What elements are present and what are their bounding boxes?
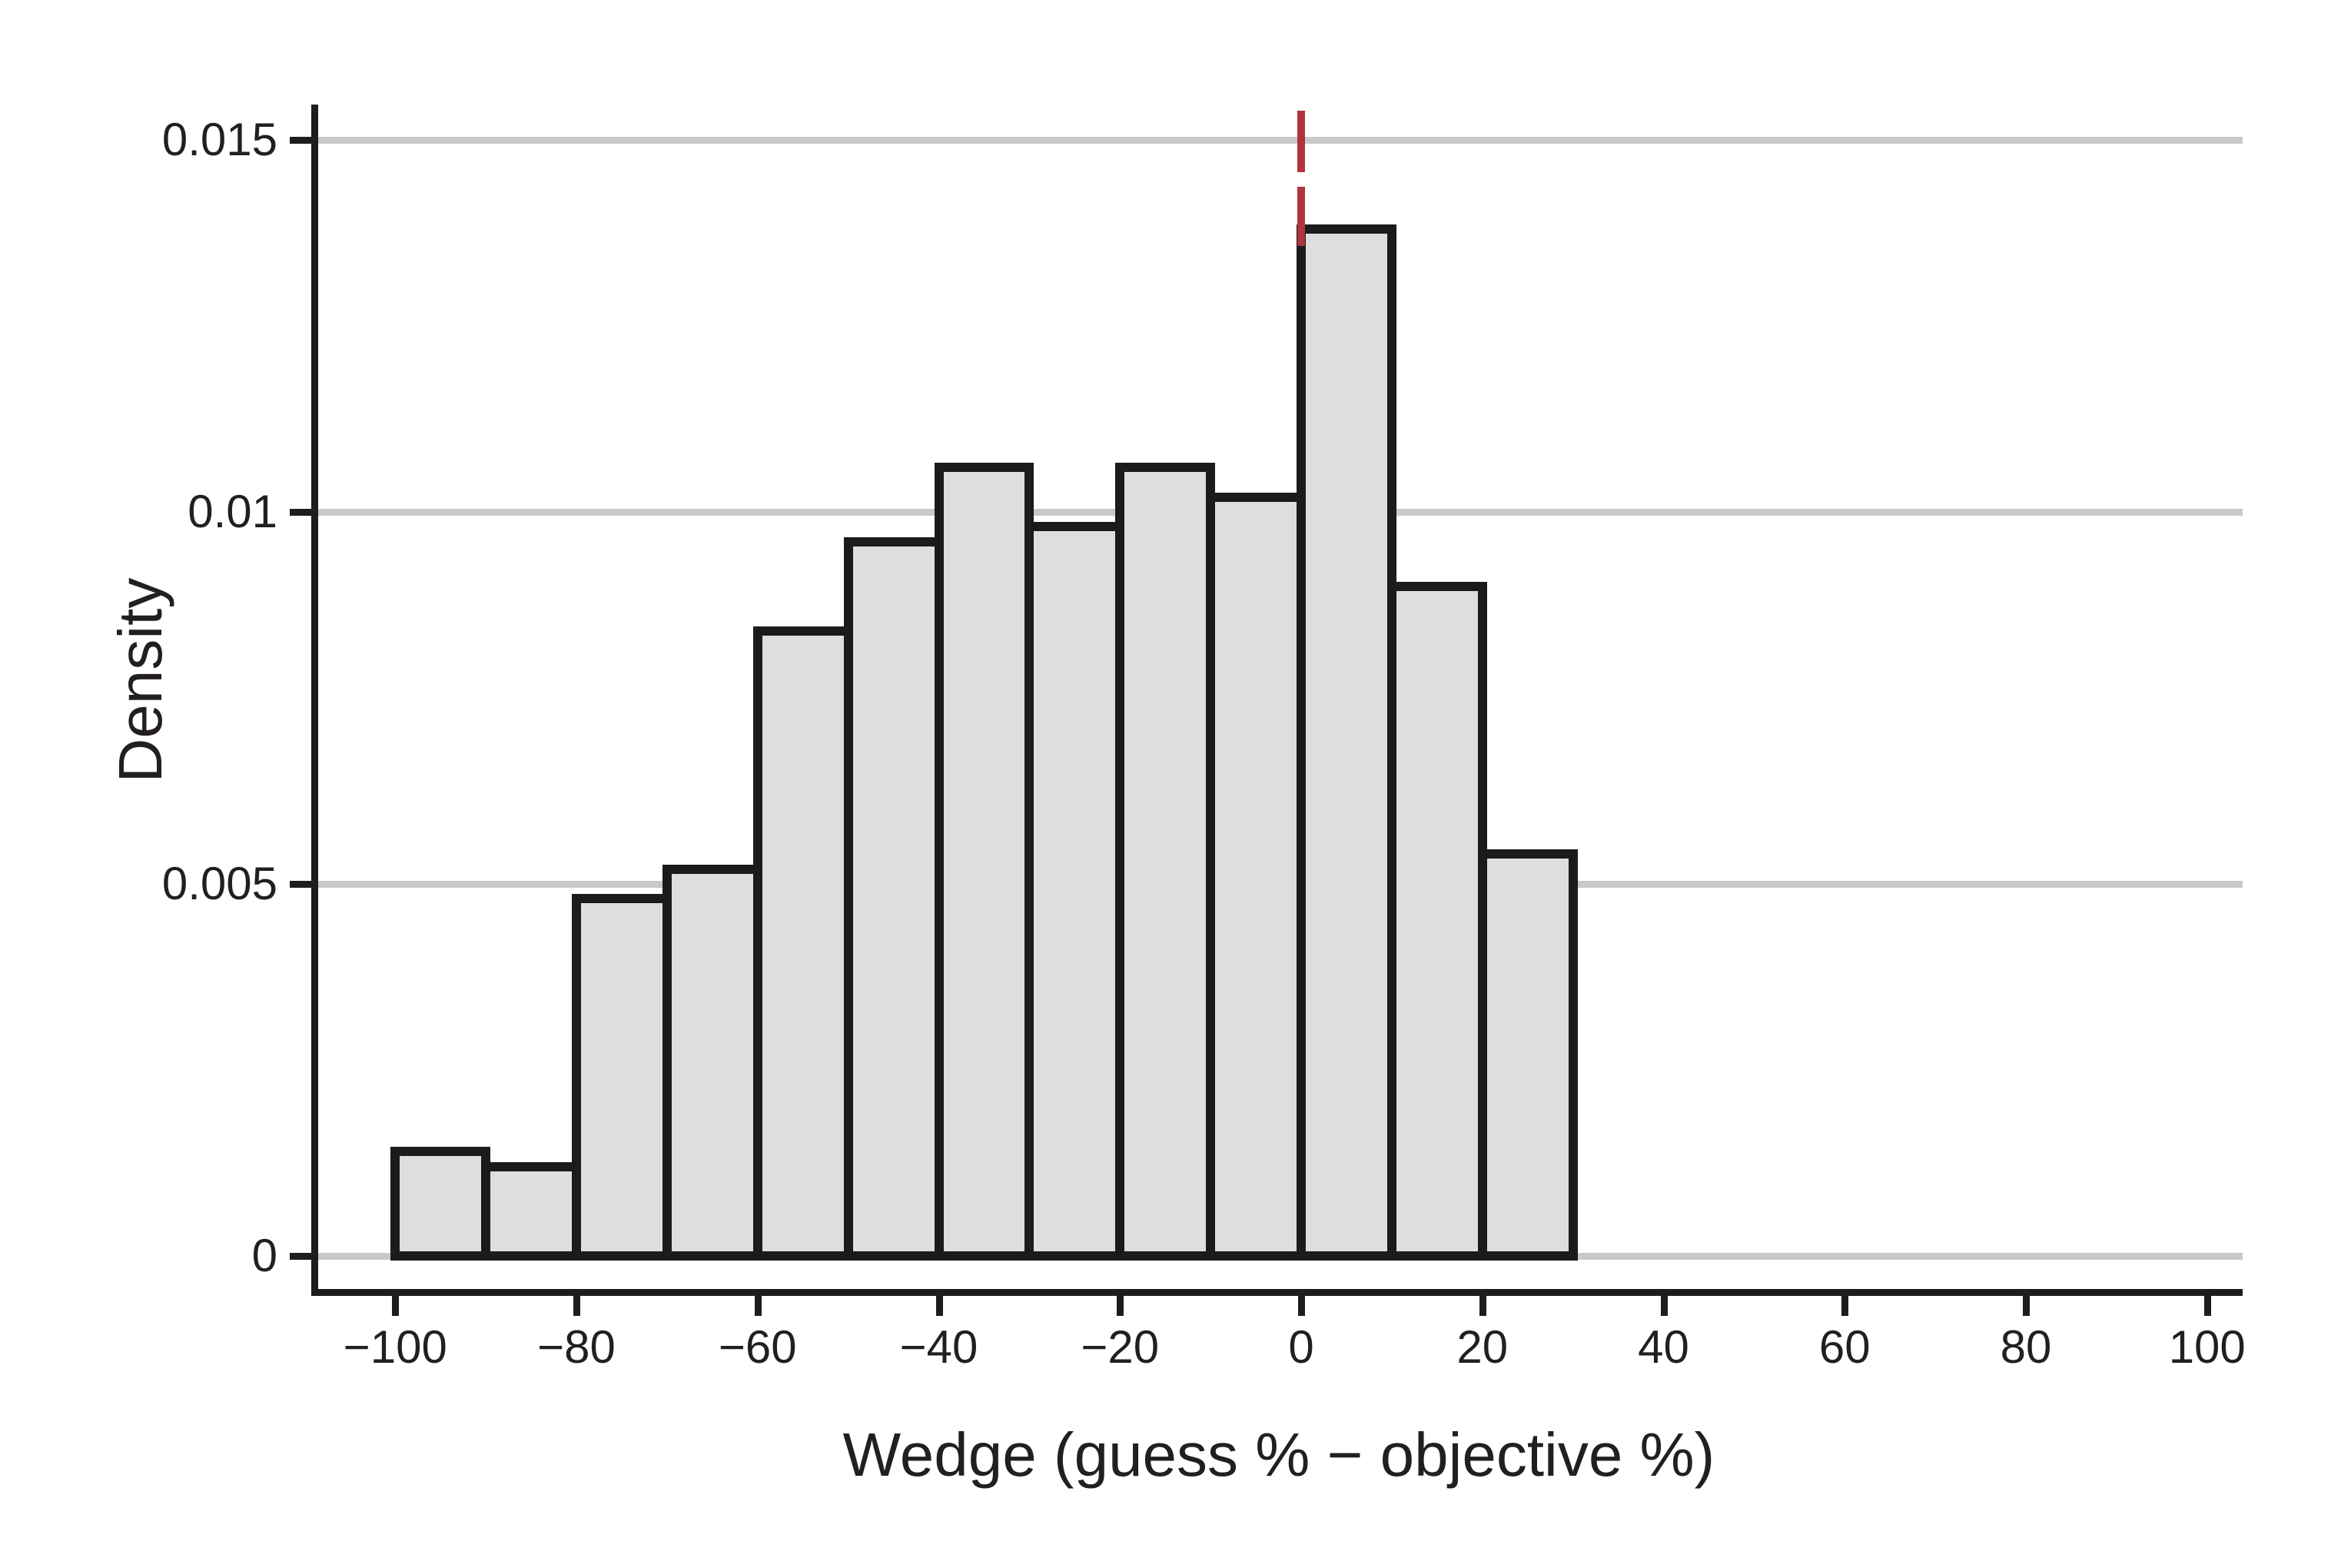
histogram-bar-0-to-10 [1297, 224, 1396, 1261]
x-tick-40 [1660, 1296, 1668, 1316]
x-tick-label-neg60: −60 [718, 1321, 797, 1373]
x-tick-label-neg100: −100 [343, 1321, 447, 1373]
x-tick-neg80 [573, 1296, 580, 1316]
x-tick-0 [1298, 1296, 1305, 1316]
y-tick-0 [290, 1253, 312, 1260]
x-tick-80 [2023, 1296, 2030, 1316]
y-tick-label-0p005: 0.005 [161, 858, 277, 909]
x-tick-label-40: 40 [1638, 1321, 1689, 1373]
x-tick-neg100 [392, 1296, 400, 1316]
x-tick-neg20 [1117, 1296, 1124, 1316]
x-tick-label-20: 20 [1456, 1321, 1509, 1373]
x-tick-label-neg80: −80 [537, 1321, 616, 1373]
x-tick-label-neg20: −20 [1081, 1321, 1160, 1373]
y-axis-line [311, 105, 318, 1296]
x-tick-label-100: 100 [2168, 1321, 2246, 1373]
x-tick-label-0: 0 [1288, 1321, 1314, 1373]
x-axis-title: Wedge (guess % − objective %) [842, 1420, 1715, 1489]
histogram-bar-neg90-to-neg80 [481, 1161, 581, 1261]
x-tick-label-neg40: −40 [899, 1321, 978, 1373]
x-tick-100 [2203, 1296, 2211, 1316]
histogram-bar-neg10-to-0 [1206, 492, 1306, 1261]
histogram-bar-neg100-to-neg90 [390, 1147, 491, 1261]
x-tick-60 [1841, 1296, 1849, 1316]
y-gridline-0p015 [315, 137, 2243, 144]
histogram-bar-10-to-20 [1386, 581, 1487, 1261]
histogram-bar-neg20-to-neg10 [1115, 462, 1216, 1261]
reference-line-zero [1297, 111, 1305, 247]
histogram-bar-neg50-to-neg40 [843, 537, 944, 1261]
y-tick-label-0p015: 0.015 [161, 114, 277, 165]
y-tick-label-0p01: 0.01 [188, 486, 277, 537]
histogram-bar-neg60-to-neg50 [752, 626, 853, 1261]
x-tick-label-80: 80 [2000, 1321, 2052, 1373]
x-tick-neg60 [754, 1296, 762, 1316]
y-tick-label-0: 0 [251, 1230, 277, 1281]
y-axis-title: Density [106, 577, 174, 783]
x-tick-20 [1479, 1296, 1486, 1316]
x-tick-label-60: 60 [1818, 1321, 1871, 1373]
histogram-bar-neg30-to-neg20 [1024, 522, 1125, 1261]
x-tick-neg40 [935, 1296, 943, 1316]
y-tick-0p015 [290, 137, 312, 144]
x-axis-line [311, 1289, 2243, 1296]
y-tick-0p005 [290, 881, 312, 888]
histogram-bar-20-to-30 [1477, 849, 1578, 1261]
y-tick-0p01 [290, 509, 312, 516]
histogram-bar-neg40-to-neg30 [934, 462, 1034, 1261]
histogram-bar-neg70-to-neg60 [662, 864, 762, 1261]
histogram-bar-neg80-to-neg70 [572, 894, 672, 1261]
